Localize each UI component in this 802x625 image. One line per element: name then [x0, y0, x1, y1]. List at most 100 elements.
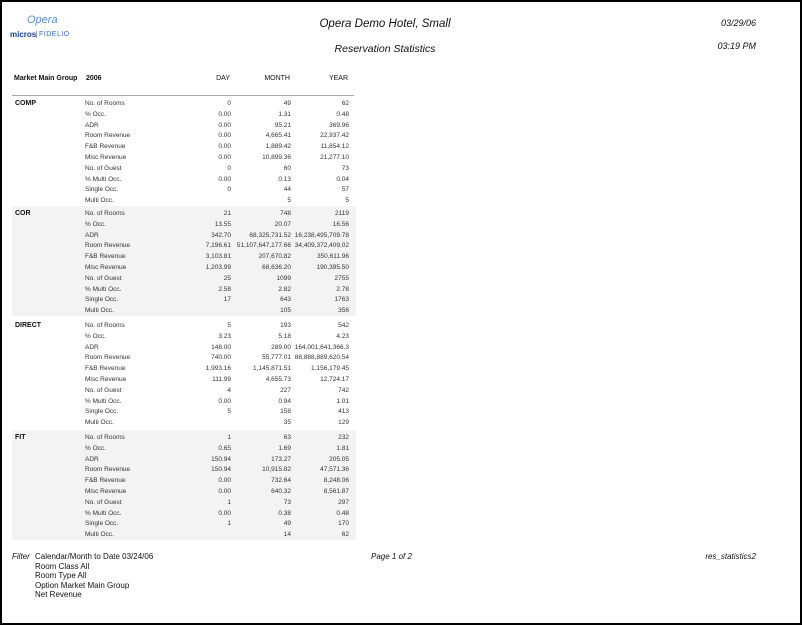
col-header-day: DAY [216, 75, 230, 82]
table-row: Multi Occ. 14 62 [12, 531, 356, 542]
month-value: 207,670.82 [258, 253, 291, 261]
metric-label: % Multi Occ. [85, 285, 122, 293]
day-value: 0.00 [218, 154, 231, 161]
metric-label: ADR [85, 231, 99, 239]
month-value: 5.18 [278, 332, 291, 340]
month-value: 20.07 [274, 220, 291, 228]
day-value: 25 [223, 274, 231, 282]
day-value: 0.00 [218, 121, 231, 129]
table-row: ADR 150.94 173.27 205.05 [12, 456, 356, 467]
report-title: Reservation Statistics [334, 43, 436, 55]
table-row: F&B Revenue 0.00 732.64 8,248.06 [12, 477, 356, 488]
group-label: COMP [15, 100, 36, 107]
day-value: 0.00 [218, 175, 231, 183]
month-value: 1.31 [278, 110, 291, 118]
metric-label: Multi Occ. [85, 531, 114, 539]
table-row: % Multi Occ. 0.00 0.38 0.48 [12, 510, 356, 521]
metric-label: ADR [85, 455, 99, 463]
day-value: 111.99 [212, 376, 231, 383]
table-row: % Multi Occ. 2.58 2.82 2.78 [12, 286, 356, 297]
month-value: 158 [280, 408, 291, 416]
month-value: 4,665.41 [265, 132, 291, 140]
day-value: 17 [223, 296, 231, 304]
group-block-fit: FIT No. of Rooms 1 63 232 % Occ. 0.65 1.69 1.81 A… [12, 430, 356, 540]
month-value: 68,325,731.52 [249, 231, 291, 239]
table-row: No. of Guest 4 227 742 [12, 387, 356, 398]
table-row: % Occ. 13.55 20.07 16.56 [12, 221, 356, 232]
month-value: 35 [283, 419, 291, 427]
table-row: No. of Guest 25 1099 2755 [12, 275, 356, 286]
day-value: 0.00 [218, 143, 231, 151]
day-value: 21 [223, 210, 231, 217]
year-value: 164,001,641,366.3 [294, 343, 349, 351]
table-row: Room Revenue 740.00 55,777.01 88,888,889,62… [12, 354, 356, 365]
year-value: 129 [338, 419, 349, 427]
metric-label: Single Occ. [85, 296, 119, 304]
report-name: res_statistics2 [705, 552, 756, 561]
year-value: 16.56 [332, 220, 349, 228]
day-value: 1 [227, 520, 231, 528]
header-divider [12, 95, 354, 96]
day-value: 7,196.61 [205, 242, 231, 250]
metric-label: % Multi Occ. [85, 509, 122, 517]
table-row: F&B Revenue 0.00 1,889.42 11,854.12 [12, 143, 356, 154]
day-value: 0.00 [218, 488, 231, 495]
metric-label: % Occ. [85, 220, 106, 228]
table-row: Misc Revenue 111.99 4,655.73 12,724.17 [12, 376, 356, 387]
metric-label: Room Revenue [85, 242, 131, 250]
opera-logo: Opera [27, 14, 58, 26]
metric-label: % Occ. [85, 444, 106, 452]
metric-label: Single Occ. [85, 186, 119, 194]
table-row: Room Revenue 150.94 10,915.82 47,571.36 [12, 466, 356, 477]
table-row: ADR 148.00 289.00 164,001,641,366.3 [12, 344, 356, 355]
table-row: Multi Occ. 105 356 [12, 307, 356, 318]
metric-label: No. of Guest [85, 498, 122, 506]
month-value: 51,107,647,177.66 [236, 242, 291, 250]
year-value: 542 [338, 322, 349, 329]
month-value: 1,145,871.51 [253, 365, 291, 373]
metric-label: No. of Guest [85, 386, 122, 394]
year-value: 356 [338, 307, 349, 315]
day-value: 5 [227, 408, 231, 416]
report-date: 03/29/06 [720, 18, 756, 28]
year-value: 5 [345, 197, 349, 205]
table-row: Single Occ. 5 158 413 [12, 408, 356, 419]
col-header-year: 2006 [86, 75, 102, 82]
year-value: 57 [341, 186, 349, 194]
day-value: 0 [227, 186, 231, 194]
table-row: % Occ. 0.00 1.31 0.48 [12, 111, 356, 122]
day-value: 1,993.16 [205, 365, 231, 373]
month-value: 640.32 [271, 488, 291, 495]
year-value: 1.81 [336, 444, 349, 452]
metric-label: ADR [85, 121, 99, 129]
table-row: Single Occ. 1 49 170 [12, 520, 356, 531]
metric-label: % Occ. [85, 332, 106, 340]
month-value: 68,636.20 [262, 264, 291, 271]
metric-label: Room Revenue [85, 132, 131, 140]
day-value: 342.70 [211, 231, 231, 239]
year-value: 11,854.12 [320, 143, 349, 151]
year-value: 4.23 [336, 332, 349, 340]
metric-label: % Multi Occ. [85, 397, 122, 405]
day-value: 1,203.99 [205, 264, 231, 271]
micros-logo: micros [10, 30, 37, 39]
filter-item: Room Type All [35, 571, 87, 580]
day-value: 0.00 [218, 110, 231, 118]
year-value: 8,248.06 [323, 477, 349, 485]
col-header-month: MONTH [264, 75, 290, 82]
day-value: 0.65 [218, 444, 231, 452]
year-value: 190,395.50 [316, 264, 349, 271]
year-value: 205.05 [329, 455, 349, 463]
year-value: 0.04 [336, 175, 349, 183]
month-value: 2.82 [278, 285, 291, 293]
month-value: 289.00 [271, 343, 291, 351]
table-row: No. of Guest 1 73 297 [12, 499, 356, 510]
metric-label: No. of Rooms [85, 210, 125, 217]
year-value: 350,611.96 [316, 253, 349, 261]
page-number: Page 1 of 2 [371, 552, 412, 561]
metric-label: F&B Revenue [85, 365, 126, 373]
metric-label: No. of Guest [85, 274, 122, 282]
table-row: No. of Rooms 21 748 2119 [12, 210, 356, 221]
month-value: 73 [283, 498, 291, 506]
year-value: 742 [338, 386, 349, 394]
